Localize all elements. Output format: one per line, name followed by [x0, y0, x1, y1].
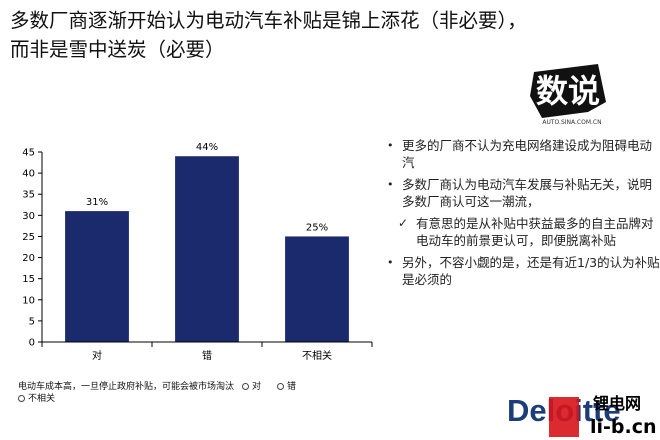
title-line-1: 多数厂商逐渐开始认为电动汽车补贴是锦上添花（非必要）， [10, 9, 527, 32]
bullet-marker: • [387, 256, 394, 269]
bar-chart: 0 5 10 15 20 25 30 35 40 45 31% 44% 25% 对 错 不相关 [22, 142, 373, 362]
bullet-text: 多数厂商认为电动汽车发展与补贴无关，说明多数厂商认可这一潮流， [402, 177, 653, 209]
y-tick-label: 25 [22, 232, 35, 243]
bullet-marker: • [387, 178, 394, 191]
x-tick-label: 错 [202, 349, 212, 362]
bullet-text: 有意思的是从补贴中获益最多的自主品牌对电动车的前景更认可，即便脱离补贴 [416, 216, 654, 248]
y-tick-label: 5 [29, 316, 35, 327]
bars-group: 31% 44% 25% [65, 142, 349, 342]
bar [285, 236, 349, 342]
data-label: 44% [196, 142, 218, 153]
bullet-text: 更多的厂商不认为充电网络建设成为阻碍电动汽 [402, 138, 653, 170]
watermark-site-url: li-b.cn [590, 416, 657, 438]
legend-marker-icon [242, 383, 250, 390]
bullet-item-4: • 另外，不容小觑的是，还是有近1/3的认为补贴是必须的 [384, 254, 660, 288]
legend-item-3: 不相关 [18, 394, 63, 404]
bullet-item-1: • 更多的厂商不认为充电网络建设成为阻碍电动汽 [384, 137, 660, 171]
legend-marker-icon [18, 395, 25, 402]
x-axis: 对 错 不相关 [41, 341, 373, 362]
y-tick-label: 35 [22, 190, 35, 201]
y-tick-label: 20 [22, 253, 35, 264]
y-tick-label: 15 [22, 274, 35, 285]
page-title: 多数厂商逐渐开始认为电动汽车补贴是锦上添花（非必要）， 而非是雪中送炭（必要） [10, 6, 610, 64]
chart-legend: 电动车成本高，一旦停止政府补贴，可能会被市场淘汰对错不相关 [18, 381, 358, 405]
y-tick-label: 10 [22, 295, 35, 306]
bar [65, 211, 129, 342]
watermark: Deloitte 锂电网 li-b.cn [507, 393, 657, 438]
bullet-item-2: • 多数厂商认为电动汽车发展与补贴无关，说明多数厂商认可这一潮流， [384, 176, 660, 210]
bullet-item-3: ✓ 有意思的是从补贴中获益最多的自主品牌对电动车的前景更认可，即便脱离补贴 [384, 215, 660, 249]
data-label: 25% [306, 222, 328, 233]
check-icon: ✓ [398, 216, 409, 230]
logo-sub-text: AUTO.SINA.COM.CN [542, 119, 601, 126]
y-tick-label: 0 [29, 338, 35, 349]
bullet-list: • 更多的厂商不认为充电网络建设成为阻碍电动汽 • 多数厂商认为电动汽车发展与补… [384, 137, 660, 293]
logo-main-text: 数说 [536, 72, 600, 110]
legend-question: 电动车成本高，一旦停止政府补贴，可能会被市场淘汰 [18, 382, 235, 392]
bar [175, 156, 239, 342]
legend-item-1: 对 [242, 382, 269, 392]
bullet-marker: • [387, 139, 394, 152]
legend-marker-icon [277, 383, 285, 390]
title-line-2: 而非是雪中送炭（必要） [10, 38, 225, 61]
watermark-badge [549, 397, 579, 437]
shushuo-logo: 数说 AUTO.SINA.COM.CN [530, 64, 606, 126]
y-tick-label: 30 [22, 211, 35, 222]
x-tick-label: 对 [92, 349, 102, 362]
y-axis: 0 5 10 15 20 25 30 35 40 45 [22, 148, 43, 349]
bullet-text: 另外，不容小觑的是，还是有近1/3的认为补贴是必须的 [402, 255, 660, 287]
legend-item-2: 错 [277, 382, 304, 392]
y-tick-label: 40 [22, 169, 35, 180]
y-tick-label: 45 [22, 148, 35, 159]
x-tick-label: 不相关 [302, 349, 332, 362]
data-label: 31% [86, 197, 108, 208]
watermark-site-cn: 锂电网 [593, 394, 641, 413]
